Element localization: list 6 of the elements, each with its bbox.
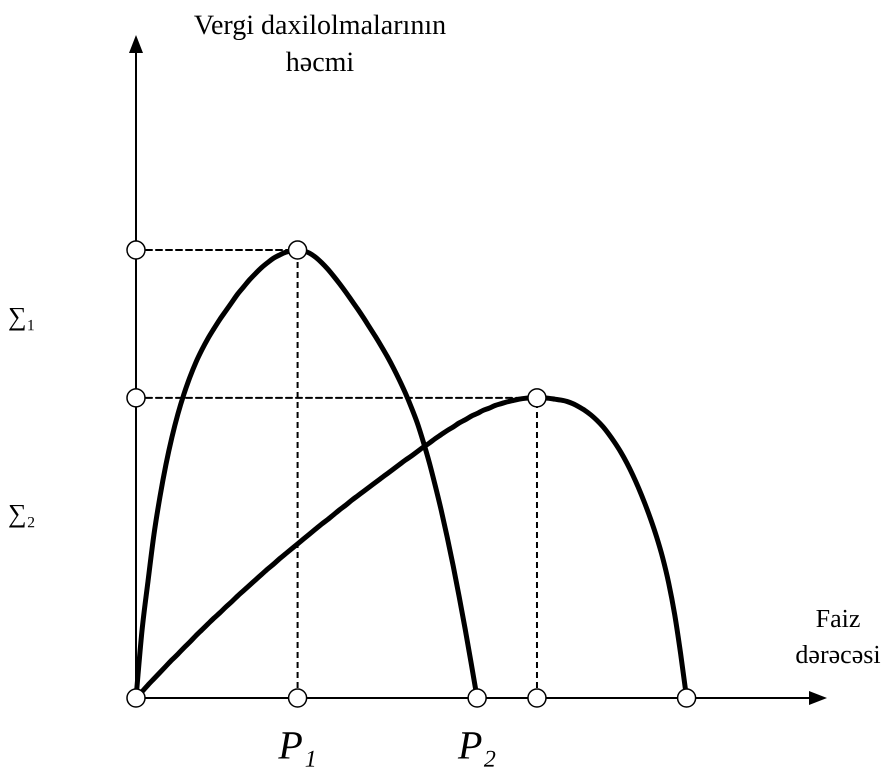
x-tick-label: P₁: [277, 722, 317, 768]
x-tick-label: P₂: [456, 722, 496, 768]
text: ∑₂: [8, 498, 36, 528]
text: Vergi daxilolmalarının həcmi: [194, 10, 446, 78]
x-axis-title: Faiz dərəcəsi: [795, 604, 881, 669]
text: ∑₁: [8, 302, 36, 331]
